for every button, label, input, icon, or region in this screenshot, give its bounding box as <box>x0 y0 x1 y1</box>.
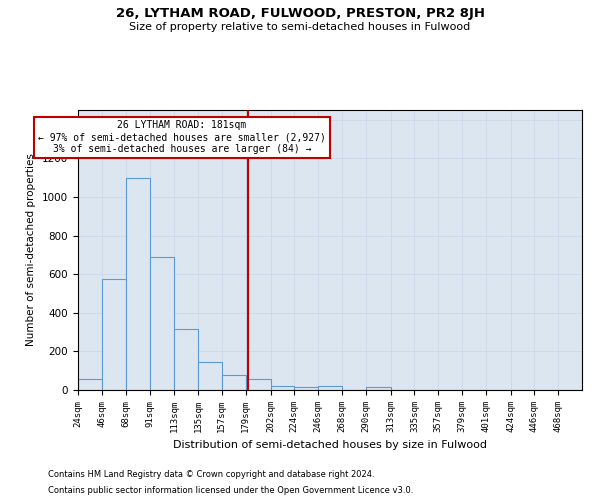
Bar <box>295 387 318 390</box>
Y-axis label: Number of semi-detached properties: Number of semi-detached properties <box>26 154 37 346</box>
X-axis label: Distribution of semi-detached houses by size in Fulwood: Distribution of semi-detached houses by … <box>173 440 487 450</box>
Text: Contains public sector information licensed under the Open Government Licence v3: Contains public sector information licen… <box>48 486 413 495</box>
Bar <box>245 380 271 390</box>
Bar <box>125 178 151 390</box>
Text: 26, LYTHAM ROAD, FULWOOD, PRESTON, PR2 8JH: 26, LYTHAM ROAD, FULWOOD, PRESTON, PR2 8… <box>115 8 485 20</box>
Bar <box>271 386 295 390</box>
Bar <box>151 257 174 390</box>
Text: Size of property relative to semi-detached houses in Fulwood: Size of property relative to semi-detach… <box>130 22 470 32</box>
Text: 26 LYTHAM ROAD: 181sqm
← 97% of semi-detached houses are smaller (2,927)
3% of s: 26 LYTHAM ROAD: 181sqm ← 97% of semi-det… <box>38 120 326 154</box>
Bar <box>318 386 342 390</box>
Bar <box>174 329 198 390</box>
Bar <box>102 279 125 390</box>
Bar <box>222 374 245 390</box>
Bar <box>198 362 222 390</box>
Bar <box>78 380 102 390</box>
Bar <box>365 387 391 390</box>
Text: Contains HM Land Registry data © Crown copyright and database right 2024.: Contains HM Land Registry data © Crown c… <box>48 470 374 479</box>
